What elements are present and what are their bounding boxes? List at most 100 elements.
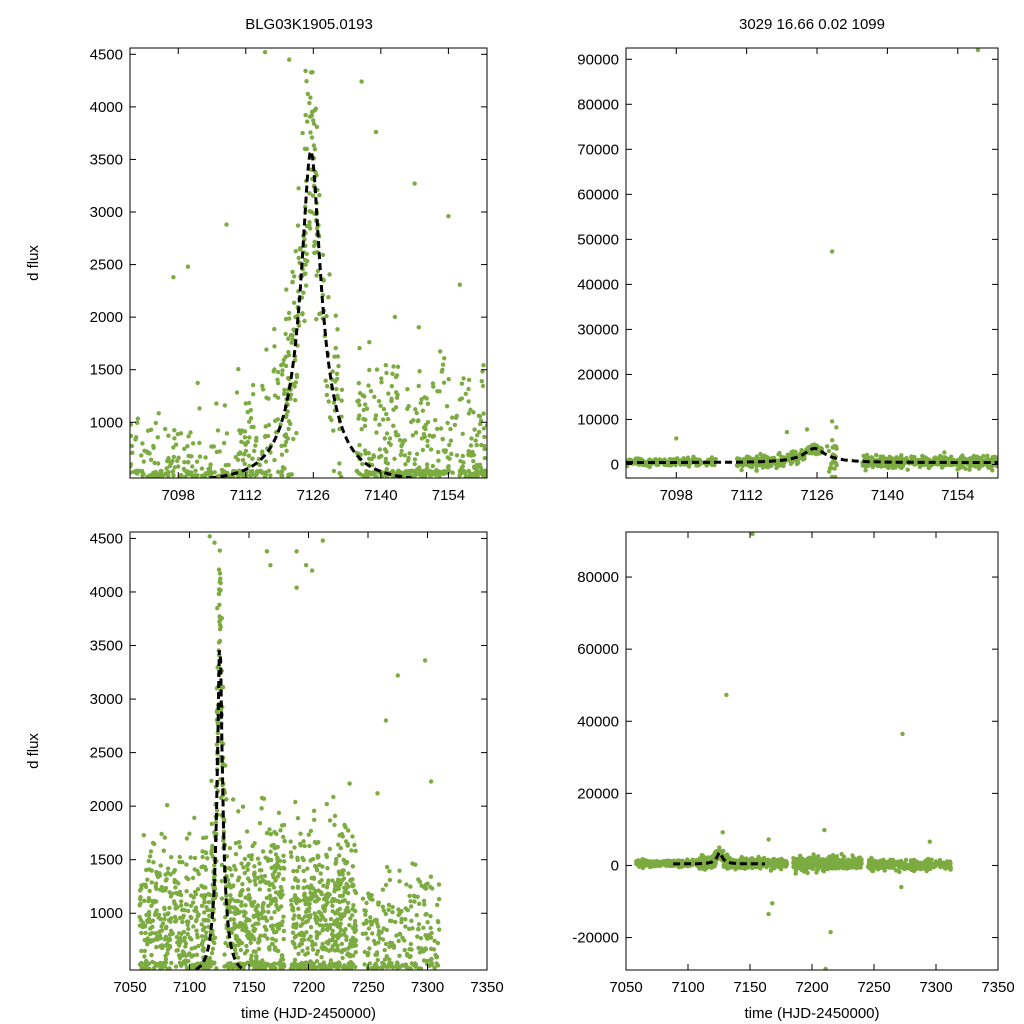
data-point (172, 868, 177, 873)
data-point (460, 464, 465, 469)
data-point (253, 443, 258, 448)
data-point (314, 929, 319, 935)
data-point (184, 875, 189, 880)
data-point (224, 797, 229, 802)
data-point (387, 436, 393, 441)
data-point (156, 461, 161, 466)
data-point (691, 861, 696, 866)
data-point (177, 473, 183, 478)
data-point (240, 804, 246, 809)
data-point (280, 372, 285, 377)
data-point (209, 821, 214, 827)
data-point (635, 456, 641, 461)
data-point (307, 906, 312, 911)
data-point (186, 958, 191, 964)
data-point (283, 316, 289, 322)
data-point (341, 868, 346, 873)
data-point (446, 377, 451, 382)
data-point (260, 902, 266, 907)
data-point (415, 934, 420, 939)
data-point (307, 209, 312, 214)
data-point (139, 886, 144, 891)
data-point (314, 959, 320, 964)
data-point (137, 896, 143, 902)
data-point (310, 856, 316, 862)
data-point (340, 955, 345, 961)
data-point (270, 882, 275, 887)
data-point (159, 472, 164, 477)
data-point (787, 453, 793, 458)
data-point (985, 463, 990, 468)
data-point (150, 959, 155, 965)
data-point (239, 900, 244, 905)
data-point (416, 325, 421, 330)
data-point (182, 446, 187, 451)
data-point (305, 951, 310, 956)
data-point (260, 908, 266, 913)
data-point (304, 930, 309, 935)
data-point (362, 394, 367, 399)
data-point (280, 368, 285, 373)
data-point (402, 938, 407, 943)
data-point (421, 468, 427, 474)
data-point (377, 447, 382, 452)
data-point (313, 916, 318, 921)
data-point (318, 871, 323, 876)
data-point (420, 408, 426, 413)
data-point (193, 468, 198, 473)
data-point (167, 966, 172, 970)
data-point (477, 429, 482, 435)
data-point (248, 469, 253, 474)
data-point (345, 905, 350, 911)
data-point (276, 469, 281, 475)
data-point (396, 907, 401, 912)
data-point (194, 917, 199, 923)
data-point (243, 448, 249, 454)
data-point (307, 886, 313, 891)
data-point (383, 718, 389, 723)
data-point (350, 834, 355, 839)
data-point (394, 933, 399, 938)
data-point (424, 911, 429, 917)
data-point (152, 460, 157, 466)
data-point (273, 938, 279, 943)
data-point (177, 854, 182, 860)
data-point (643, 861, 648, 866)
data-point (739, 467, 744, 473)
data-point (387, 877, 393, 883)
data-point (411, 893, 417, 898)
data-point (215, 605, 220, 611)
data-point (130, 443, 135, 449)
data-point (321, 278, 326, 283)
data-point (829, 474, 835, 478)
data-point (323, 378, 328, 383)
data-point (192, 815, 197, 820)
data-point (212, 830, 217, 835)
data-point (412, 899, 417, 904)
data-point (754, 468, 759, 473)
data-point (382, 436, 387, 441)
data-point (163, 878, 169, 883)
data-point (286, 310, 292, 316)
data-point (232, 863, 237, 869)
data-point (448, 426, 453, 432)
data-point (478, 466, 484, 471)
data-point (781, 460, 786, 466)
data-point (158, 863, 163, 868)
data-point (235, 878, 241, 883)
data-point (335, 935, 341, 941)
data-point (340, 872, 345, 877)
data-point (303, 262, 308, 267)
data-point (262, 879, 267, 884)
data-point (384, 954, 389, 959)
data-point (165, 458, 170, 464)
data-point (328, 916, 334, 922)
data-point (227, 846, 233, 851)
data-point (191, 895, 196, 900)
data-point (482, 455, 487, 461)
data-point (340, 912, 345, 917)
data-point (399, 448, 404, 454)
data-point (289, 962, 295, 967)
data-point (351, 953, 356, 958)
model-curve (195, 650, 245, 970)
